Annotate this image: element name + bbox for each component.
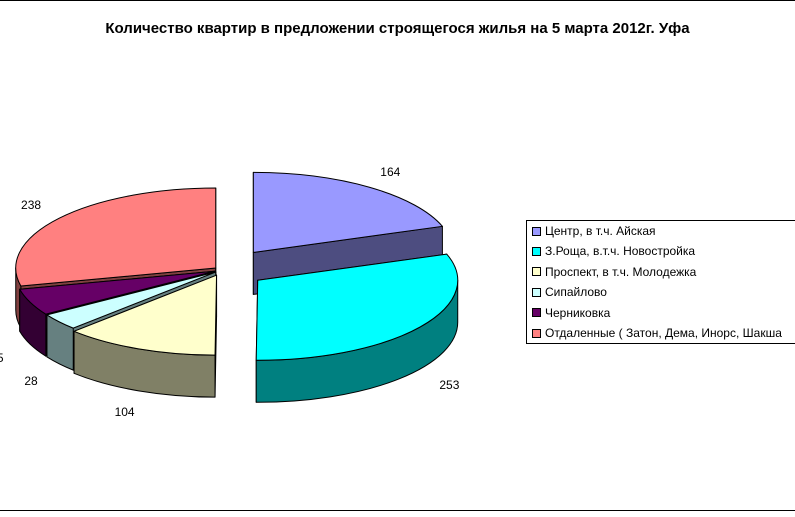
legend-label-4: Черниковка — [545, 305, 611, 320]
legend-item-5: Отдаленные ( Затон, Дема, Инорс, Шакша — [532, 324, 782, 342]
legend-label-3: Сипайлово — [545, 285, 607, 300]
legend-swatch-4 — [532, 308, 541, 318]
pie-slice-1 — [255, 253, 459, 403]
pie-slice-0-top — [252, 171, 443, 253]
pie-slice-4-top — [19, 270, 216, 315]
data-label-5: 238 — [21, 198, 42, 213]
legend-item-3: Сипайлово — [532, 283, 607, 301]
legend-item-4: Черниковка — [532, 304, 610, 322]
pie-slice-3-top — [46, 271, 217, 329]
data-label-1: 253 — [439, 378, 460, 393]
legend-label-1: З.Роща, в.т.ч. Новостройка — [545, 244, 696, 259]
legend-label-5: Отдаленные ( Затон, Дема, Инорс, Шакша — [545, 326, 782, 340]
data-label-4: 45 — [0, 350, 4, 365]
pie-slice-2-top — [73, 274, 218, 356]
legend-swatch-5 — [532, 328, 541, 338]
legend-swatch-1 — [532, 246, 541, 256]
frame-bottom-border — [0, 510, 795, 511]
pie-slice-2 — [73, 274, 218, 398]
legend-swatch-3 — [532, 287, 541, 297]
legend-swatch-0 — [532, 226, 541, 236]
legend-item-1: З.Роща, в.т.ч. Новостройка — [532, 242, 695, 260]
legend-label-0: Центр, в т.ч. Айская — [545, 224, 656, 238]
data-label-2: 104 — [114, 405, 135, 420]
legend-label-2: Проспект, в т.ч. Молодежка — [545, 264, 697, 279]
legend-item-0: Центр, в т.ч. Айская — [532, 222, 656, 240]
legend-item-2: Проспект, в т.ч. Молодежка — [532, 263, 696, 281]
data-label-3: 28 — [24, 373, 38, 388]
frame-top-border — [0, 0, 795, 1]
pie-slice-5-top — [15, 187, 217, 287]
legend-swatch-2 — [532, 267, 541, 277]
data-label-0: 164 — [380, 164, 401, 179]
pie-slice-1-top — [255, 253, 459, 361]
legend: Центр, в т.ч. Айская З.Роща, в.т.ч. Новос… — [526, 220, 795, 344]
chart-title: Количество квартир в предложении строяще… — [105, 20, 690, 37]
